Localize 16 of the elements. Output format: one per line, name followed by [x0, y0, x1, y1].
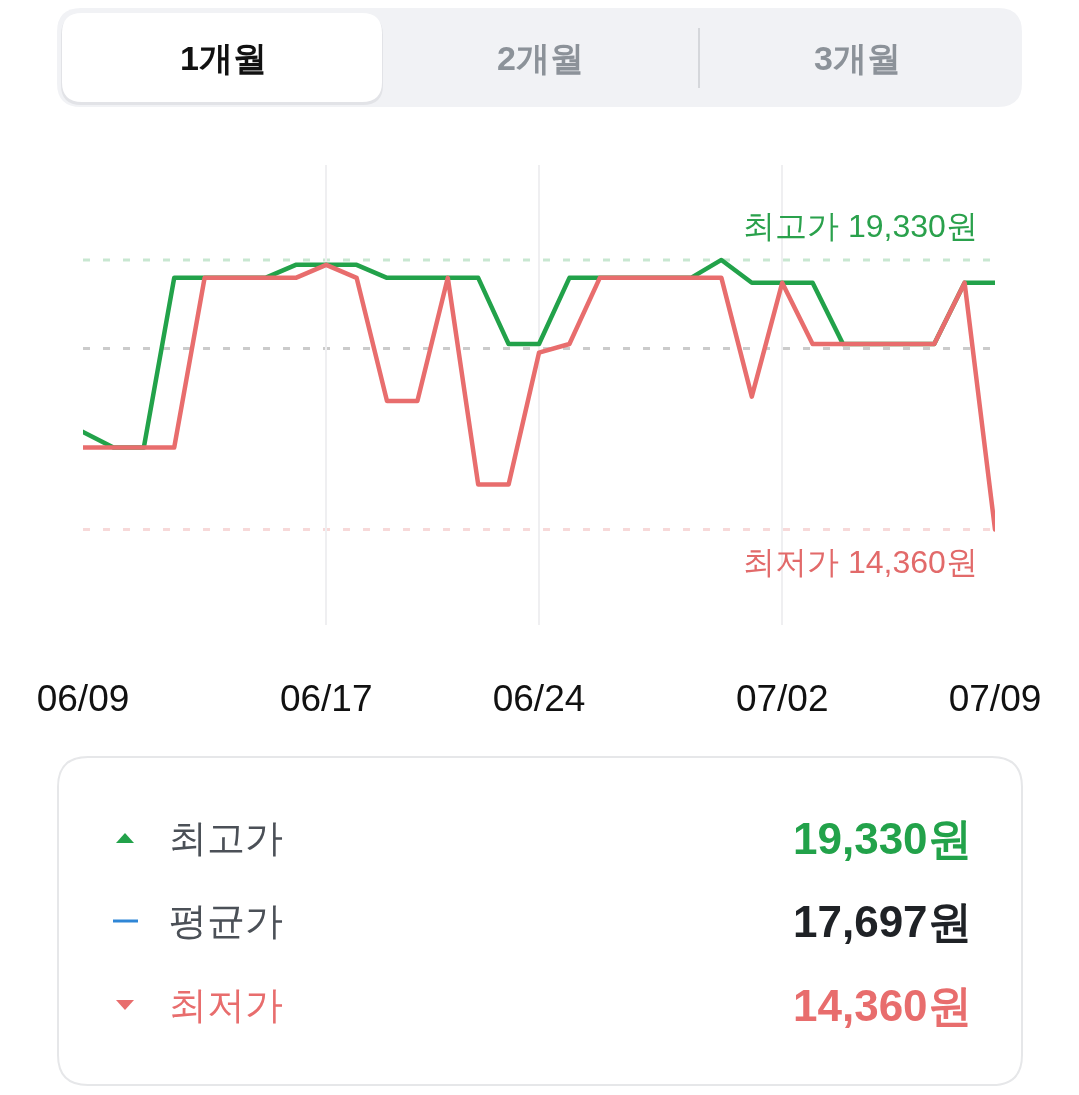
text: 17,697원 [793, 897, 972, 946]
x-tick-label: 06/09 [36, 678, 130, 719]
text: 3개월 [814, 39, 901, 77]
x-tick-label: 06/17 [279, 678, 373, 719]
text: 19,330원 [793, 814, 972, 863]
text: 평균가 [169, 900, 283, 942]
text: 최고가 [169, 817, 283, 859]
text: 1개월 [180, 39, 267, 77]
text: 14,360원 [793, 981, 972, 1030]
ref-line-label: 최저가 14,360원 [743, 544, 978, 580]
text: 2개월 [497, 39, 584, 77]
text: 최저가 [169, 984, 283, 1026]
x-tick-label: 06/24 [492, 678, 586, 719]
x-tick-label: 07/09 [948, 678, 1042, 719]
x-tick-label: 07/02 [735, 678, 829, 719]
ref-line-label: 최고가 19,330원 [743, 208, 978, 244]
